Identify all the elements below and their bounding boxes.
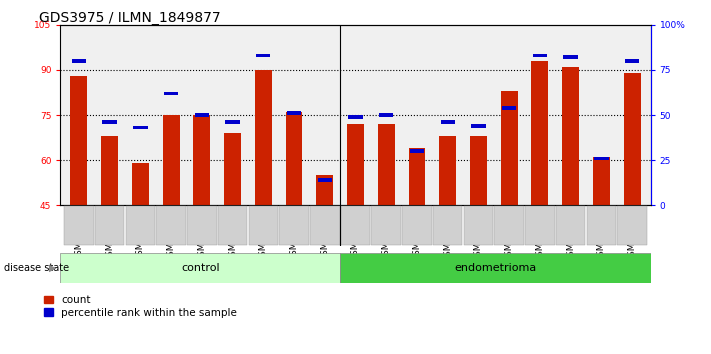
Bar (133, 126, 148, 130)
Bar (72, 59, 86, 63)
Bar (287, 112, 301, 115)
Bar (132, 163, 149, 205)
Bar (379, 113, 393, 117)
FancyBboxPatch shape (371, 206, 401, 245)
FancyBboxPatch shape (249, 206, 278, 245)
Legend: count, percentile rank within the sample: count, percentile rank within the sample (44, 296, 237, 318)
Bar (593, 157, 610, 205)
Bar (318, 178, 332, 182)
FancyBboxPatch shape (402, 206, 432, 245)
Bar (625, 59, 639, 63)
Bar (501, 91, 518, 205)
Bar (316, 175, 333, 205)
FancyBboxPatch shape (340, 253, 651, 283)
Bar (348, 115, 363, 119)
FancyBboxPatch shape (126, 206, 155, 245)
Bar (502, 106, 516, 110)
Bar (102, 120, 117, 124)
FancyBboxPatch shape (433, 206, 462, 245)
Bar (225, 120, 240, 124)
FancyBboxPatch shape (464, 206, 493, 245)
FancyBboxPatch shape (310, 206, 340, 245)
Bar (562, 67, 579, 205)
Bar (470, 136, 487, 205)
FancyBboxPatch shape (95, 206, 124, 245)
Bar (70, 76, 87, 205)
Bar (255, 70, 272, 205)
Bar (347, 124, 364, 205)
Text: ▶: ▶ (49, 263, 57, 273)
Bar (563, 56, 578, 59)
Bar (193, 115, 210, 205)
FancyBboxPatch shape (617, 206, 647, 245)
FancyBboxPatch shape (494, 206, 524, 245)
Bar (441, 120, 455, 124)
Bar (409, 148, 425, 205)
Text: endometrioma: endometrioma (454, 263, 536, 273)
FancyBboxPatch shape (525, 206, 555, 245)
Bar (286, 112, 302, 205)
Bar (101, 136, 118, 205)
FancyBboxPatch shape (64, 206, 94, 245)
Text: control: control (181, 263, 220, 273)
FancyBboxPatch shape (279, 206, 309, 245)
FancyBboxPatch shape (556, 206, 585, 245)
FancyBboxPatch shape (156, 206, 186, 245)
FancyBboxPatch shape (187, 206, 217, 245)
Bar (531, 61, 548, 205)
FancyBboxPatch shape (218, 206, 247, 245)
FancyBboxPatch shape (587, 206, 616, 245)
Bar (256, 54, 270, 57)
Bar (471, 124, 486, 128)
Bar (224, 133, 241, 205)
FancyBboxPatch shape (60, 253, 340, 283)
Bar (594, 156, 609, 160)
Bar (378, 124, 395, 205)
Bar (410, 149, 424, 153)
Bar (163, 115, 180, 205)
Bar (624, 73, 641, 205)
Bar (533, 54, 547, 57)
Bar (439, 136, 456, 205)
Text: disease state: disease state (4, 263, 69, 273)
Bar (195, 113, 209, 117)
Bar (164, 92, 178, 95)
Text: GDS3975 / ILMN_1849877: GDS3975 / ILMN_1849877 (39, 11, 220, 25)
FancyBboxPatch shape (341, 206, 370, 245)
